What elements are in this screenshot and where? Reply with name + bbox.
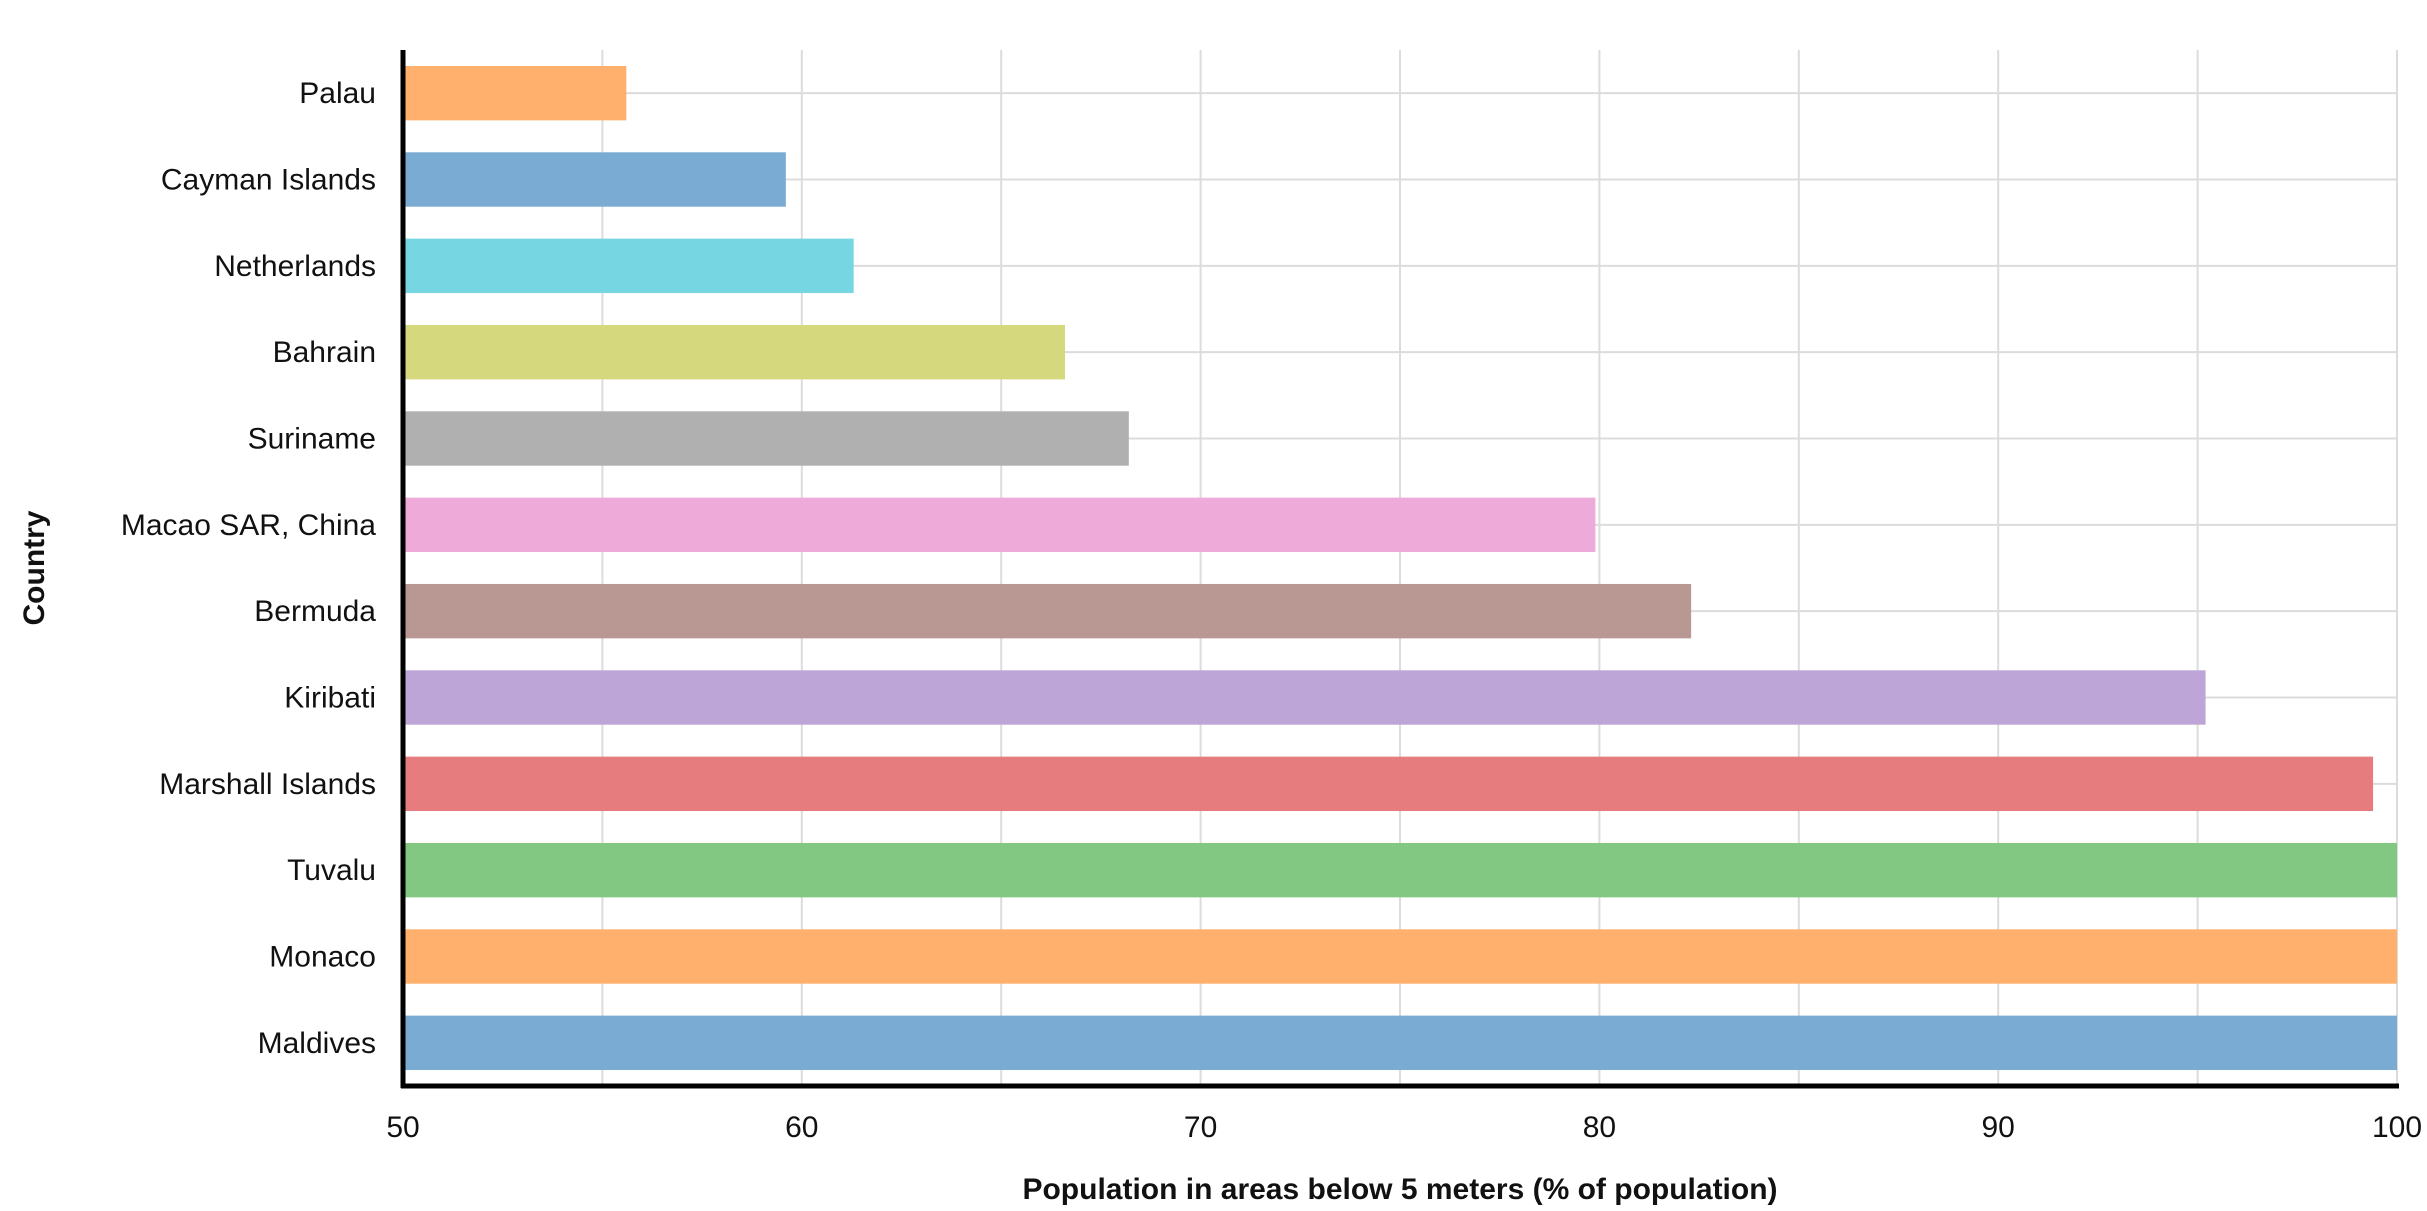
x-tick-label: 70 xyxy=(1184,1111,1217,1144)
x-tick-label: 80 xyxy=(1583,1111,1616,1144)
bar-kiribati xyxy=(403,670,2206,725)
y-tick-label: Bermuda xyxy=(254,595,376,628)
x-tick-label: 100 xyxy=(2372,1111,2422,1144)
y-tick-label: Monaco xyxy=(269,941,376,974)
y-tick-label: Netherlands xyxy=(214,250,376,283)
y-tick-label: Kiribati xyxy=(284,682,376,715)
axes xyxy=(400,50,2399,1089)
x-axis-title: Population in areas below 5 meters (% of… xyxy=(1022,1173,1777,1206)
labels: Palau Cayman Islands Netherlands Bahrain Sur… xyxy=(121,77,2422,1144)
x-tick-label: 50 xyxy=(386,1111,419,1144)
bars xyxy=(403,65,2397,1071)
bar-marshall-islands xyxy=(403,756,2374,812)
bar-macao-sar-china xyxy=(403,497,1596,553)
x-tick-label: 60 xyxy=(785,1111,818,1144)
bar-suriname xyxy=(403,411,1129,466)
y-tick-label: Tuvalu xyxy=(287,854,376,887)
bar-cayman-islands xyxy=(403,152,786,207)
y-tick-label: Suriname xyxy=(248,423,376,456)
y-tick-label: Cayman Islands xyxy=(161,164,376,197)
bar-bermuda xyxy=(403,583,1692,639)
y-tick-label: Palau xyxy=(299,77,376,110)
bar-monaco xyxy=(403,929,2397,984)
bar-tuvalu xyxy=(403,842,2397,898)
y-tick-label: Bahrain xyxy=(273,336,376,369)
y-axis-title: Country xyxy=(18,510,51,625)
bar-bahrain xyxy=(403,324,1066,380)
bar-netherlands xyxy=(403,238,854,294)
bar-maldives xyxy=(403,1015,2397,1071)
y-tick-label: Maldives xyxy=(258,1027,376,1060)
x-tick-label: 90 xyxy=(1982,1111,2015,1144)
y-tick-label: Marshall Islands xyxy=(159,768,376,801)
bar-palau xyxy=(403,65,627,121)
y-tick-label: Macao SAR, China xyxy=(121,509,376,542)
